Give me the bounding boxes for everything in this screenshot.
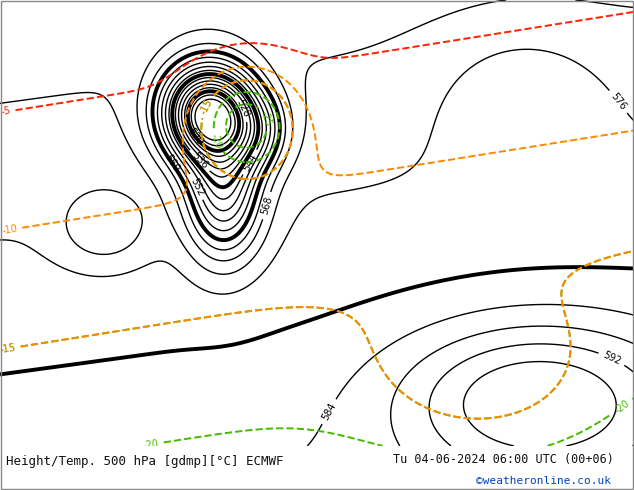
- Text: -10: -10: [1, 223, 18, 236]
- Text: 536: 536: [190, 151, 209, 171]
- Text: 528: 528: [234, 98, 251, 119]
- Text: ©weatheronline.co.uk: ©weatheronline.co.uk: [476, 476, 611, 486]
- Text: -15: -15: [198, 97, 215, 116]
- Text: Tu 04-06-2024 06:00 UTC (00+06): Tu 04-06-2024 06:00 UTC (00+06): [393, 453, 614, 466]
- Text: -15: -15: [198, 97, 215, 116]
- Text: 552: 552: [188, 176, 205, 197]
- Text: 584: 584: [320, 401, 338, 422]
- Text: -25: -25: [258, 109, 273, 128]
- Text: 576: 576: [609, 91, 628, 112]
- Text: Height/Temp. 500 hPa [gdmp][°C] ECMWF: Height/Temp. 500 hPa [gdmp][°C] ECMWF: [6, 455, 284, 468]
- Text: 592: 592: [601, 350, 623, 367]
- Text: -5: -5: [0, 106, 11, 118]
- Text: -20: -20: [209, 132, 224, 150]
- Text: 568: 568: [259, 196, 274, 216]
- Text: 544: 544: [241, 151, 259, 172]
- Text: 520: 520: [186, 126, 205, 147]
- Text: -20: -20: [142, 438, 160, 451]
- Text: -20: -20: [612, 398, 631, 416]
- Text: -15: -15: [0, 343, 16, 355]
- Text: -15: -15: [0, 343, 16, 355]
- Text: 560: 560: [162, 152, 181, 173]
